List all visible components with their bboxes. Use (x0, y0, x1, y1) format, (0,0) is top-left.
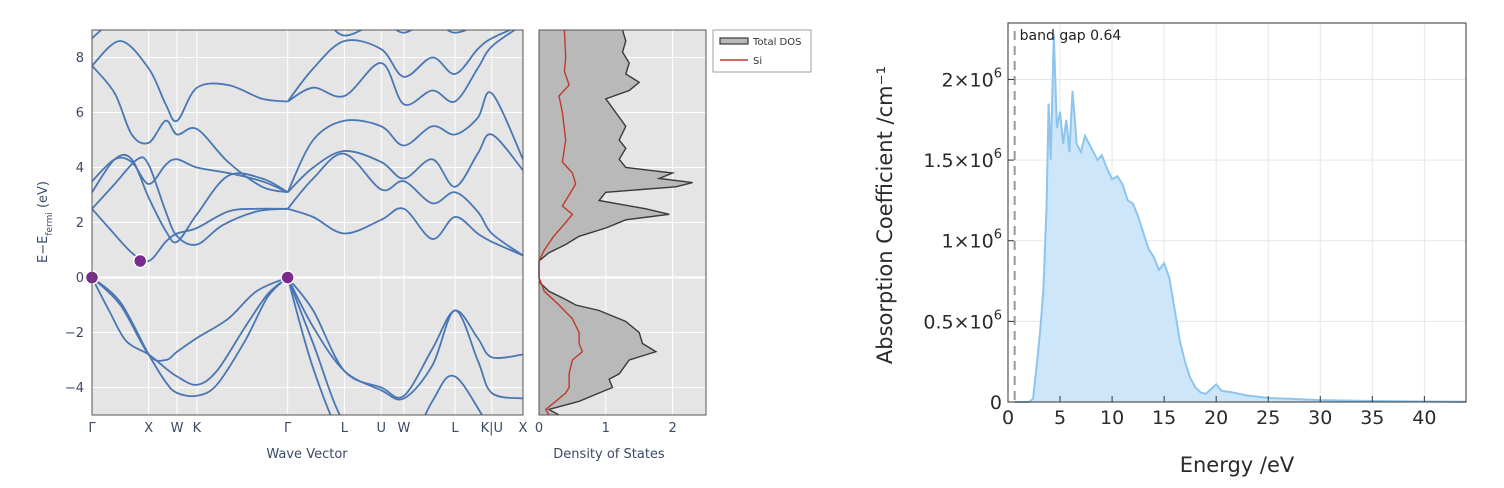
band-line (286, 30, 513, 103)
absorption-panel: band gap 0.64 0 5 10 15 20 25 30 35 40 0 0.5×106 1… (873, 22, 1467, 477)
absorption-y-axis-title: Absorption Coefficient /cm⁻¹ (873, 66, 897, 364)
k-point-label: Γ (88, 421, 96, 436)
band-y-tick-label: 6 (76, 106, 84, 121)
band-line (286, 277, 523, 401)
total-dos-fill (539, 30, 693, 415)
absorption-x-tick-label: 5 (1054, 407, 1066, 429)
dos-x-tick-label: 1 (602, 421, 610, 436)
band-line (287, 30, 517, 106)
absorption-fill (1014, 34, 1466, 403)
absorption-x-tick-label: 40 (1412, 407, 1436, 429)
k-point-label: L (341, 421, 349, 436)
legend-box (712, 29, 812, 73)
band-structure-y-axis-title: E−Efermi (eV) (36, 181, 55, 263)
absorption-x-tick-label: 20 (1204, 407, 1228, 429)
legend-label-total-dos: Total DOS (752, 37, 801, 48)
dos-x-tick-label: 2 (668, 421, 676, 436)
band-line (286, 277, 484, 415)
k-point-label: W (171, 421, 184, 436)
absorption-y-tick-label: 1.5×106 (923, 147, 1002, 172)
absorption-x-tick-label: 35 (1360, 407, 1384, 429)
band-line (287, 207, 523, 257)
band-structure-y-ticks: −4 −2 0 2 4 6 8 (65, 51, 84, 396)
absorption-y-tick-label: 0 (990, 392, 1002, 414)
absorption-x-axis-title: Energy /eV (1180, 453, 1295, 477)
k-point-label: Γ (284, 421, 292, 436)
band-line (286, 277, 332, 415)
band-line (92, 276, 289, 386)
band-line (92, 156, 288, 246)
band-extremum-marker (132, 253, 148, 269)
band-line (92, 276, 289, 398)
band-extremum-marker (280, 270, 295, 285)
band-line (92, 276, 289, 362)
k-point-label: W (397, 421, 410, 436)
k-point-label: X (144, 421, 153, 436)
band-line (287, 152, 523, 257)
dos-x-tick-label: 0 (535, 421, 543, 436)
k-point-label: K (193, 421, 202, 436)
legend-label-si: Si (753, 56, 762, 67)
absorption-x-tick-label: 10 (1100, 407, 1124, 429)
band-line (92, 40, 288, 123)
band-y-tick-label: −4 (65, 381, 84, 396)
absorption-x-tick-label: 30 (1308, 407, 1332, 429)
dos-frame (538, 29, 707, 416)
k-point-label: U (376, 421, 386, 436)
k-point-label: K|U (481, 421, 503, 436)
dos-x-ticks: 0 1 2 (535, 421, 677, 436)
band-line (286, 276, 523, 399)
absorption-y-tick-label: 0.5×106 (923, 308, 1002, 333)
band-structure-k-point-labels: Γ X W K Γ L U W L K|U X (88, 421, 527, 436)
band-y-tick-label: −2 (65, 326, 84, 341)
dos-legend: Total DOS Si (712, 29, 812, 73)
band-y-tick-label: 8 (76, 51, 84, 66)
total-dos-line (538, 29, 693, 416)
band-y-tick-label: 0 (76, 271, 84, 286)
absorption-x-tick-label: 0 (1002, 407, 1014, 429)
absorption-x-tick-label: 25 (1256, 407, 1280, 429)
absorption-x-ticks: 0 5 10 15 20 25 30 35 40 (1002, 396, 1436, 429)
absorption-y-tick-label: 1×106 (942, 228, 1002, 253)
k-point-label: L (451, 421, 459, 436)
dos-x-axis-title: Density of States (553, 447, 665, 462)
k-point-label: X (519, 421, 528, 436)
band-structure-x-axis-title: Wave Vector (266, 447, 348, 462)
band-y-tick-label: 4 (76, 161, 84, 176)
band-line (333, 30, 469, 37)
density-of-states-panel: 0 1 2 Density of States (535, 29, 707, 462)
band-line (92, 207, 288, 263)
band-gap-annotation: band gap 0.64 (1020, 28, 1122, 44)
band-y-tick-label: 2 (76, 216, 84, 231)
absorption-y-ticks: 0 0.5×106 1×106 1.5×106 2×106 (923, 66, 1014, 414)
band-structure-lines (92, 30, 523, 488)
band-line (92, 65, 288, 194)
band-line (286, 91, 523, 193)
absorption-line (1014, 34, 1467, 403)
band-line (287, 133, 523, 193)
band-line (92, 421, 288, 488)
absorption-y-tick-label: 2×106 (942, 66, 1002, 91)
band-structure-frame (91, 29, 524, 416)
band-line (92, 153, 289, 244)
legend-swatch-total-dos (719, 37, 749, 45)
absorption-x-tick-label: 15 (1152, 407, 1176, 429)
si-dos-line (538, 29, 584, 416)
absorption-frame (1007, 22, 1467, 403)
